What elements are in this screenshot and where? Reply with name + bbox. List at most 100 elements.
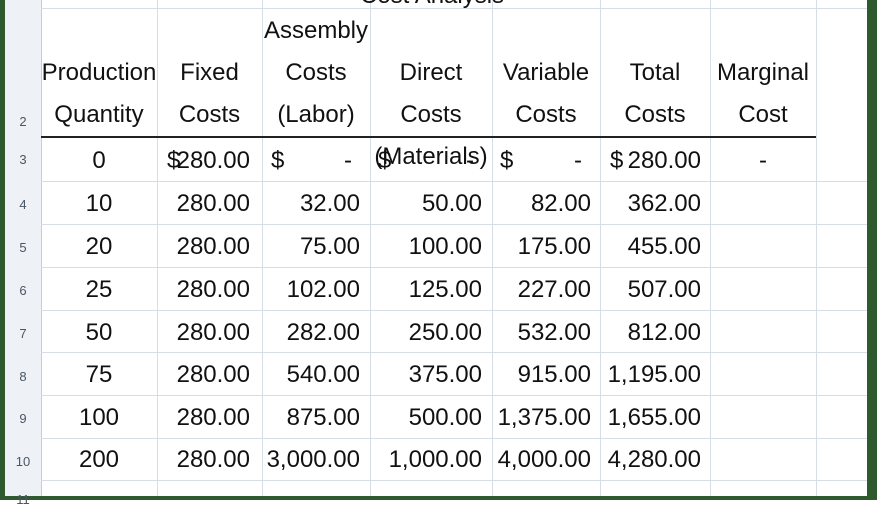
cell-qty[interactable]: 50 [85, 319, 113, 346]
cell-direct[interactable]: 500.00 [408, 404, 482, 431]
cell-variable[interactable]: 532.00 [517, 319, 591, 346]
header-line: Fixed [180, 59, 239, 86]
cell-fixed[interactable]: 280.00 [176, 319, 250, 346]
cell-direct[interactable]: - [466, 147, 474, 174]
gridline [41, 438, 867, 439]
row-header-column: 2 3 4 5 6 7 8 9 10 11 [5, 0, 42, 507]
row-number-8[interactable]: 8 [19, 369, 27, 384]
row-number-10[interactable]: 10 [15, 454, 31, 469]
cell-fixed[interactable]: 280.00 [176, 361, 250, 388]
header-line: Variable [502, 59, 590, 86]
cell-variable[interactable]: 227.00 [517, 276, 591, 303]
cell-fixed[interactable]: 280.00 [176, 276, 250, 303]
row-number-7[interactable]: 7 [19, 326, 27, 341]
cell-direct[interactable]: 50.00 [421, 190, 482, 217]
cell-fixed[interactable]: 280.00 [176, 404, 250, 431]
cell-total[interactable]: 362.00 [627, 190, 701, 217]
cell-assembly[interactable]: 3,000.00 [266, 446, 360, 473]
cell-assembly[interactable]: 875.00 [286, 404, 360, 431]
cell-total[interactable]: 1,195.00 [607, 361, 701, 388]
cell-direct[interactable]: 250.00 [408, 319, 482, 346]
cell-variable[interactable]: 175.00 [517, 233, 591, 260]
gridline [370, 0, 371, 496]
cell-qty[interactable]: 0 [92, 147, 106, 174]
cell-assembly[interactable]: 282.00 [286, 319, 360, 346]
row-number-6[interactable]: 6 [19, 283, 27, 298]
currency-symbol: $ [610, 147, 624, 174]
header-bottom-border [41, 136, 816, 138]
header-line: Direct Costs [399, 59, 463, 128]
cell-variable[interactable]: 4,000.00 [497, 446, 591, 473]
cell-direct[interactable]: 1,000.00 [388, 446, 482, 473]
cell-assembly[interactable]: - [344, 147, 352, 174]
gridline [41, 480, 867, 481]
cell-qty[interactable]: 20 [85, 233, 113, 260]
cell-assembly[interactable]: 102.00 [286, 276, 360, 303]
cell-variable[interactable]: 915.00 [517, 361, 591, 388]
row-number-3[interactable]: 3 [19, 152, 27, 167]
gridline [816, 0, 817, 496]
header-assembly-costs[interactable]: Assembly Costs (Labor) [262, 10, 370, 136]
cell-direct[interactable]: 125.00 [408, 276, 482, 303]
cell-qty[interactable]: 200 [78, 446, 120, 473]
row-number-9[interactable]: 9 [19, 411, 27, 426]
gridline [41, 181, 867, 182]
cell-total[interactable]: 1,655.00 [607, 404, 701, 431]
cell-qty[interactable]: 75 [85, 361, 113, 388]
cell-marginal[interactable]: - [759, 147, 767, 174]
header-fixed-costs[interactable]: Fixed Costs [157, 52, 262, 136]
cell-qty[interactable]: 100 [78, 404, 120, 431]
cell-variable[interactable]: 82.00 [530, 190, 591, 217]
gridline [41, 352, 867, 353]
row-number-2[interactable]: 2 [19, 114, 27, 129]
header-marginal-cost[interactable]: Marginal Cost [710, 52, 816, 136]
header-variable-costs[interactable]: Variable Costs [492, 52, 600, 136]
gridline [262, 0, 263, 496]
header-line: Marginal [716, 59, 810, 86]
row-number-4[interactable]: 4 [19, 197, 27, 212]
header-line: Costs [515, 101, 577, 128]
gridline [41, 8, 867, 9]
header-line: Quantity [54, 101, 144, 128]
header-line: Cost [738, 101, 788, 128]
cell-total[interactable]: 4,280.00 [607, 446, 701, 473]
currency-symbol: $ [271, 147, 285, 174]
cell-fixed[interactable]: 280.00 [176, 190, 250, 217]
cell-fixed[interactable]: 280.00 [176, 446, 250, 473]
cell-qty[interactable]: 25 [85, 276, 113, 303]
header-line: Total [629, 59, 681, 86]
table-title[interactable]: Cost Analysis [360, 0, 504, 10]
cell-variable[interactable]: 1,375.00 [497, 404, 591, 431]
row-number-5[interactable]: 5 [19, 240, 27, 255]
cell-assembly[interactable]: 540.00 [286, 361, 360, 388]
header-line: (Materials) [374, 143, 488, 170]
cell-total[interactable]: 812.00 [627, 319, 701, 346]
cell-assembly[interactable]: 75.00 [299, 233, 360, 260]
header-line: Costs [285, 59, 347, 86]
header-direct-costs[interactable]: Direct Costs (Materials) [370, 52, 492, 178]
gridline [41, 310, 867, 311]
cell-total[interactable]: 455.00 [627, 233, 701, 260]
header-production-quantity[interactable]: Production Quantity [41, 52, 157, 136]
currency-symbol: $ [167, 147, 181, 174]
gridline [41, 224, 867, 225]
gridline [41, 395, 867, 396]
cell-assembly[interactable]: 32.00 [299, 190, 360, 217]
gridline [600, 0, 601, 496]
gridline [710, 0, 711, 496]
cell-fixed[interactable]: 280.00 [176, 147, 250, 174]
gridline [41, 267, 867, 268]
currency-symbol: $ [378, 147, 392, 174]
cell-fixed[interactable]: 280.00 [176, 233, 250, 260]
cell-variable[interactable]: - [574, 147, 582, 174]
cell-total[interactable]: 507.00 [627, 276, 701, 303]
cell-direct[interactable]: 375.00 [408, 361, 482, 388]
cell-qty[interactable]: 10 [85, 190, 113, 217]
gridline [492, 0, 493, 496]
header-total-costs[interactable]: Total Costs [600, 52, 710, 136]
header-line: Costs [178, 101, 241, 128]
cell-direct[interactable]: 100.00 [408, 233, 482, 260]
header-line: Costs [624, 101, 686, 128]
cell-total[interactable]: 280.00 [627, 147, 701, 174]
